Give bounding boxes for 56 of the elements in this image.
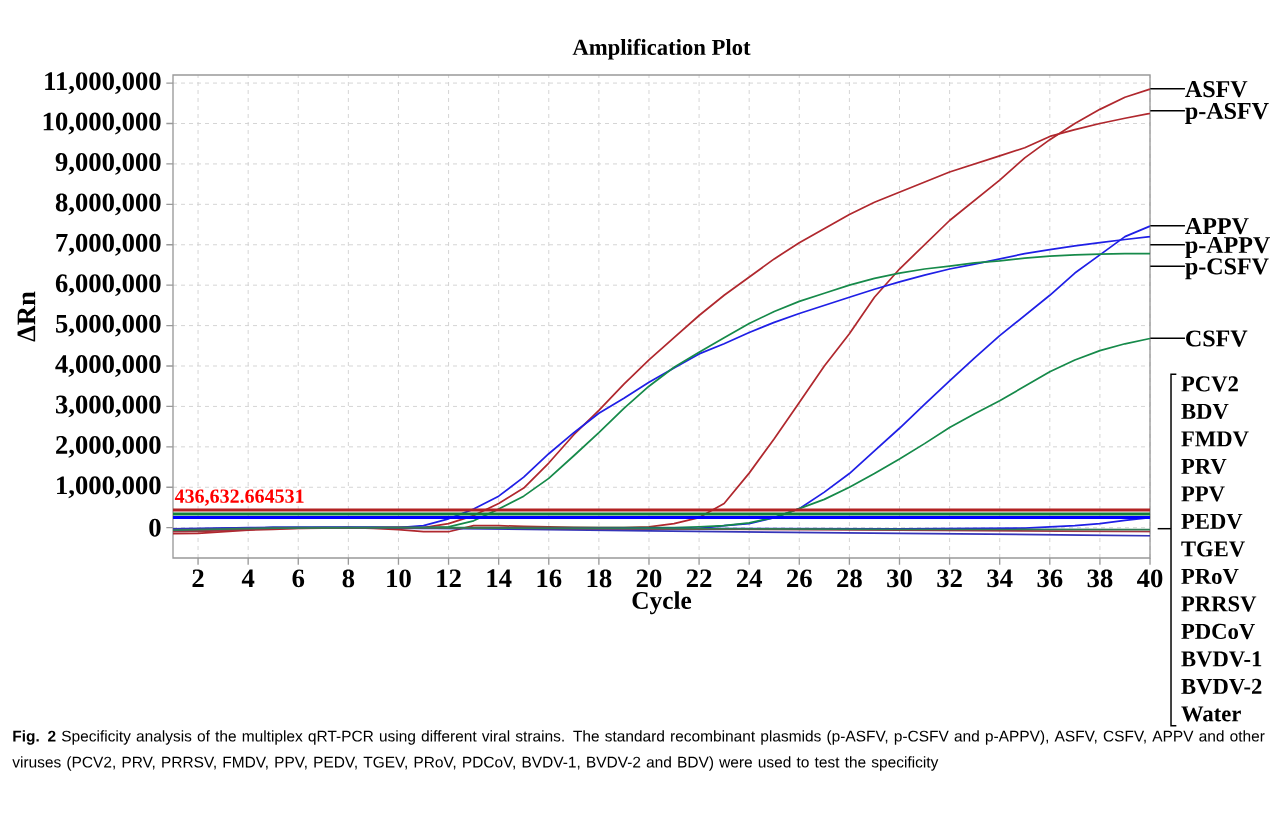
x-tick-label: 24 bbox=[736, 569, 763, 588]
y-axis-title: ΔRn bbox=[17, 291, 36, 342]
x-tick-label: 6 bbox=[292, 569, 305, 588]
text: PRV bbox=[1181, 458, 1227, 475]
series-label: p-APPV bbox=[1185, 237, 1270, 258]
text: PRoV bbox=[1181, 568, 1239, 585]
y-tick-label: 0 bbox=[149, 518, 161, 537]
y-tick-label: 9,000,000 bbox=[55, 152, 161, 175]
y-tick-label: 2,000,000 bbox=[56, 435, 161, 458]
x-tick-label: 10 bbox=[387, 569, 411, 588]
series-label: p-CSFV bbox=[1185, 258, 1269, 280]
x-tick-label: 28 bbox=[837, 569, 862, 588]
text: PDCoV bbox=[1181, 623, 1255, 640]
x-tick-label: 8 bbox=[342, 569, 355, 588]
y-tick-label: 5,000,000 bbox=[56, 314, 161, 337]
text: PRRSV bbox=[1181, 596, 1257, 612]
x-tick-label: 16 bbox=[537, 569, 562, 588]
x-tick-label: 20 bbox=[636, 569, 662, 588]
x-tick-label: 36 bbox=[1037, 569, 1063, 588]
text: TGEV bbox=[1181, 541, 1245, 557]
text: Water bbox=[1181, 706, 1241, 722]
series-label: APPV bbox=[1185, 218, 1249, 235]
text: PEDV bbox=[1181, 513, 1243, 530]
series-label: ASFV bbox=[1185, 81, 1248, 98]
chart-title: Amplification Plot bbox=[572, 38, 751, 60]
x-tick-label: 2 bbox=[192, 569, 204, 588]
ref-line-label: 436,632.664531 bbox=[174, 489, 304, 506]
text: BDV bbox=[1181, 403, 1229, 420]
y-tick-label: 8,000,000 bbox=[55, 193, 161, 216]
y-tick-label: 3,000,000 bbox=[55, 395, 161, 418]
text: BVDV-2 bbox=[1181, 678, 1262, 695]
y-tick-label: 1,000,000 bbox=[57, 476, 161, 499]
y-tick-label: 10,000,000 bbox=[43, 112, 161, 135]
series-label: p-ASFV bbox=[1185, 102, 1269, 124]
x-tick-label: 34 bbox=[987, 569, 1013, 588]
x-tick-label: 12 bbox=[437, 569, 461, 588]
x-tick-label: 26 bbox=[787, 569, 812, 588]
x-tick-label: 18 bbox=[587, 569, 612, 588]
text: PPV bbox=[1181, 486, 1225, 502]
y-tick-label: 11,000,000 bbox=[45, 72, 161, 94]
y-tick-label: 7,000,000 bbox=[56, 233, 161, 256]
x-tick-label: 14 bbox=[487, 569, 512, 587]
x-tick-label: 40 bbox=[1137, 569, 1163, 588]
x-tick-label: 4 bbox=[241, 569, 255, 587]
x-tick-label: 22 bbox=[686, 569, 712, 588]
x-tick-label: 32 bbox=[937, 569, 962, 588]
x-tick-label: 30 bbox=[887, 569, 912, 588]
x-axis-title: Cycle bbox=[632, 591, 692, 615]
y-tick-label: 6,000,000 bbox=[55, 274, 161, 297]
text: FMDV bbox=[1181, 431, 1249, 447]
series-label: CSFV bbox=[1186, 330, 1248, 347]
text: BVDV-1 bbox=[1181, 651, 1262, 667]
text: Fig. 2 Specificity analysis of the multiplex qRT-PCR using different viral strains. The standard recombinant plasmids (p-ASFV, p-CSFV and p-APPV), ASFV, CSFV, APPV and other viruses (PCV2, PRV, PRRSV, FMDV, PPV, PEDV, TGEV, PRoV, PDCoV, BVDV-1, BVDV-2 and BDV) were used to test the specificity bbox=[12, 730, 1265, 771]
y-tick-label: 4,000,000 bbox=[55, 355, 161, 377]
x-tick-label: 38 bbox=[1087, 569, 1113, 588]
text: PCV2 bbox=[1181, 376, 1238, 392]
